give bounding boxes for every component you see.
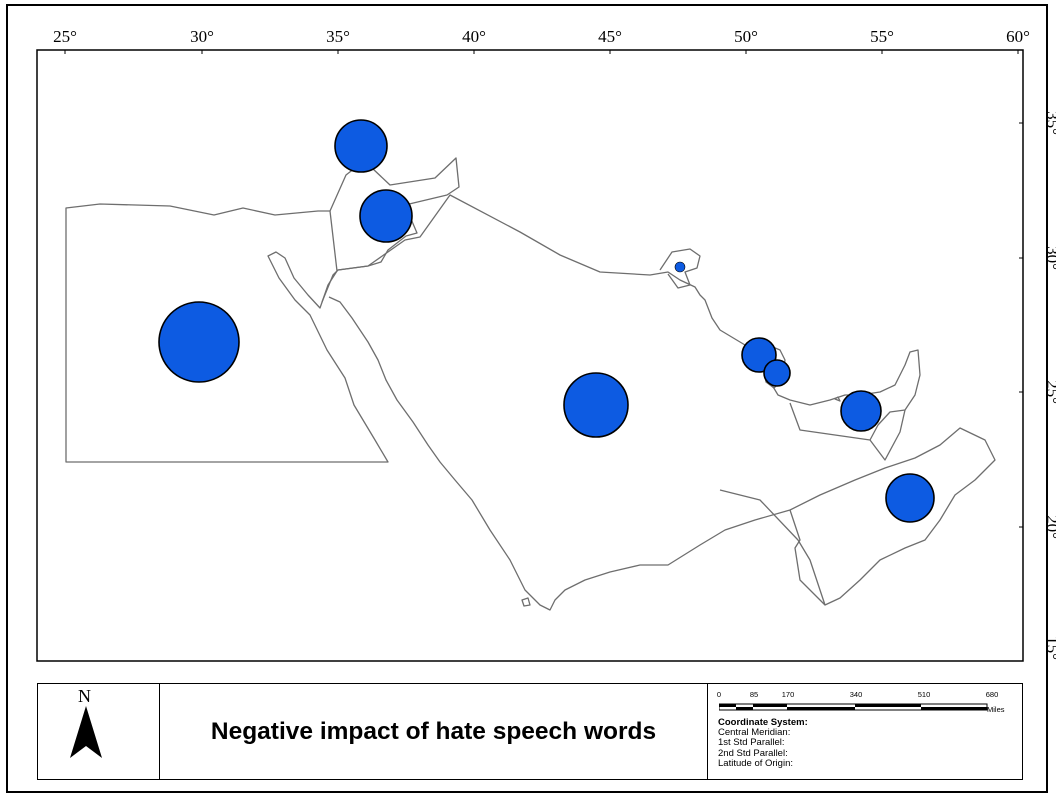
symbol-kuwait [674, 261, 686, 273]
longitude-labels: 25° 30° 35° 40° 45° 50° 55° 60° [53, 27, 1030, 54]
scale-label: 170 [781, 690, 795, 699]
scale-bar-labels: 0 85 170 340 510 680 [716, 690, 999, 700]
symbol-uae [840, 390, 882, 432]
latitude-labels: 35° 30° 25° 20° 15° [1019, 111, 1056, 662]
scale-unit: Miles [987, 705, 1005, 714]
coordinate-system-info: Coordinate System: Central Meridian: 1st… [718, 717, 808, 769]
central-meridian-label: Central Meridian: [718, 727, 791, 739]
latitude-label: 30° [1043, 246, 1056, 270]
title-cell: Negative impact of hate speech words [160, 684, 708, 779]
coordinate-system-heading: Coordinate System: [718, 717, 808, 728]
map-data-frame [36, 49, 1024, 662]
scale-label: 85 [749, 690, 759, 699]
symbol-lebanon [334, 119, 388, 173]
second-std-parallel-label: 2nd Std Parallel: [718, 747, 788, 759]
border-kuwait [659, 248, 701, 289]
longitude-label: 35° [326, 27, 350, 46]
first-std-parallel-label: 1st Std Parallel: [718, 737, 785, 749]
island-gulf [834, 396, 841, 402]
map-title: Negative impact of hate speech words [210, 717, 657, 745]
border-yemen-oman [719, 489, 826, 606]
longitude-label: 30° [190, 27, 214, 46]
symbol-qatar [763, 359, 791, 387]
north-label: N [78, 686, 91, 706]
scale-label: 510 [917, 690, 931, 699]
longitude-label: 55° [870, 27, 894, 46]
border-egypt [65, 203, 389, 463]
latitude-label: 35° [1043, 111, 1056, 135]
symbol-oman [885, 473, 935, 523]
longitude-label: 40° [462, 27, 486, 46]
latitude-label: 15° [1043, 636, 1056, 660]
scale-label: 340 [849, 690, 863, 699]
latitude-of-origin-label: Latitude of Origin: [718, 757, 793, 769]
proportional-symbols [158, 119, 935, 523]
info-cell: 0 85 170 340 510 680 Miles Coordinate Sy… [708, 684, 1022, 779]
north-arrow-icon [70, 706, 102, 758]
map-canvas: 25° 30° 35° 40° 45° 50° 55° 60° 35° 30° 25° 20° 15° [36, 27, 1056, 662]
latitude-label: 25° [1043, 380, 1056, 404]
border-uae [789, 402, 906, 461]
longitude-label: 45° [598, 27, 622, 46]
longitude-label: 60° [1006, 27, 1030, 46]
border-arabia [328, 296, 996, 611]
north-arrow-cell: N [38, 684, 160, 779]
scale-label: 680 [985, 690, 999, 699]
legend-panel: N Negative impact of hate speech words 0… [37, 683, 1023, 780]
symbol-egypt [158, 301, 240, 383]
map-frame [6, 4, 1048, 793]
island-red-sea [521, 597, 531, 607]
longitude-label: 25° [53, 27, 77, 46]
scale-bar [719, 703, 988, 711]
symbol-jordan [359, 189, 413, 243]
symbol-saudi-arabia [563, 372, 629, 438]
scale-label: 0 [716, 690, 722, 699]
country-borders [65, 157, 996, 611]
latitude-label: 20° [1043, 515, 1056, 539]
longitude-label: 50° [734, 27, 758, 46]
